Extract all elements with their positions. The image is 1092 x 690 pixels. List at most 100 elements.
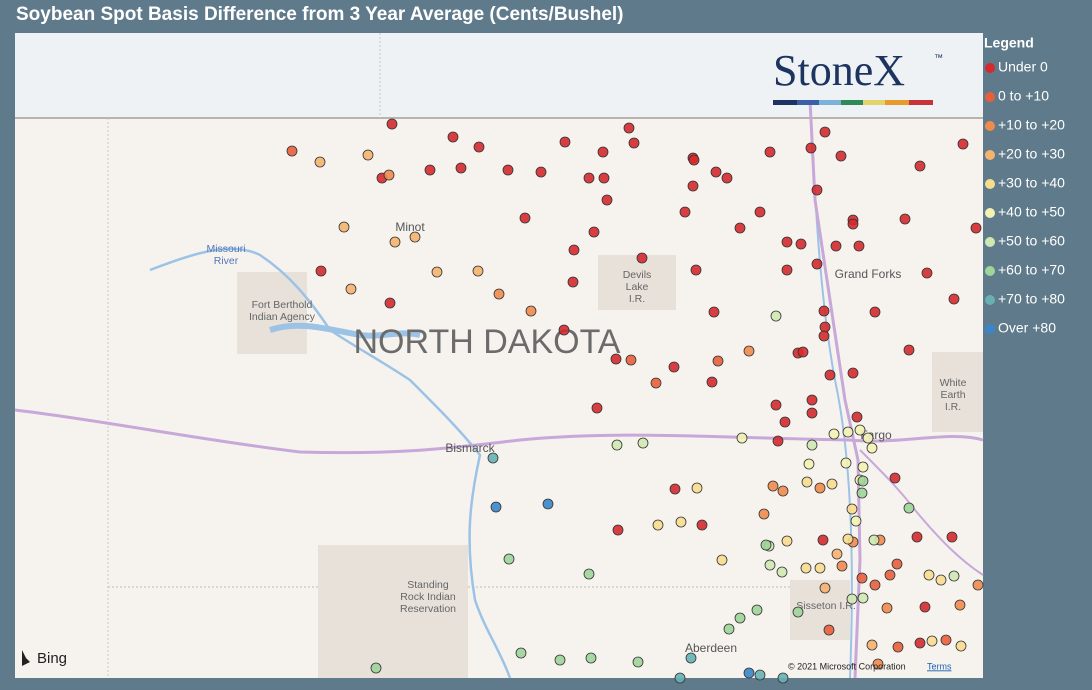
region-label: Fort Berthold Indian Agency bbox=[249, 299, 316, 323]
terms-link[interactable]: Terms bbox=[927, 661, 952, 671]
location-dot bbox=[903, 502, 915, 514]
location-dot bbox=[636, 252, 648, 264]
location-dot bbox=[856, 572, 868, 584]
location-dot bbox=[891, 558, 903, 570]
location-dot bbox=[652, 519, 664, 531]
location-dot bbox=[819, 126, 831, 138]
location-dot bbox=[515, 647, 527, 659]
location-dot bbox=[819, 582, 831, 594]
legend-swatch bbox=[985, 295, 995, 305]
location-dot bbox=[632, 656, 644, 668]
legend-swatch bbox=[985, 121, 995, 131]
location-dot bbox=[625, 354, 637, 366]
dots bbox=[286, 118, 984, 684]
location-dot bbox=[487, 452, 499, 464]
river bbox=[149, 247, 512, 679]
location-dot bbox=[806, 439, 818, 451]
location-dot bbox=[826, 478, 838, 490]
region-label: Standing Rock Indian Reservation bbox=[400, 579, 456, 615]
map[interactable]: Minot Missouri River Fort Berthold Indian … bbox=[14, 33, 984, 684]
state-label: NORTH DAKOTA bbox=[354, 323, 621, 361]
legend-swatch bbox=[985, 237, 995, 247]
logo-bar bbox=[773, 100, 933, 105]
location-dot bbox=[846, 503, 858, 515]
location-dot bbox=[800, 562, 812, 574]
location-dot bbox=[946, 531, 958, 543]
location-dot bbox=[781, 236, 793, 248]
highway bbox=[859, 449, 984, 576]
location-dot bbox=[797, 346, 809, 358]
location-dot bbox=[669, 483, 681, 495]
location-dot bbox=[583, 172, 595, 184]
location-dot bbox=[803, 458, 815, 470]
location-dot bbox=[409, 231, 421, 243]
location-dot bbox=[542, 498, 554, 510]
location-dot bbox=[818, 305, 830, 317]
location-dot bbox=[706, 376, 718, 388]
location-dot bbox=[362, 149, 374, 161]
location-dot bbox=[612, 524, 624, 536]
location-dot bbox=[503, 553, 515, 565]
legend-swatch bbox=[985, 179, 995, 189]
location-dot bbox=[286, 145, 298, 157]
interstate bbox=[808, 99, 862, 679]
location-dot bbox=[431, 266, 443, 278]
location-dot bbox=[345, 283, 357, 295]
location-dot bbox=[781, 535, 793, 547]
legend-label: +30 to +40 bbox=[998, 175, 1065, 191]
location-dot bbox=[502, 164, 514, 176]
location-dot bbox=[424, 164, 436, 176]
legend: Under 0 0 to +10 +10 to +20 +20 to +30 +30 t… bbox=[985, 59, 1065, 336]
location-dot bbox=[811, 258, 823, 270]
location-dot bbox=[814, 562, 826, 574]
location-dot bbox=[758, 508, 770, 520]
location-dot bbox=[853, 240, 865, 252]
location-dot bbox=[955, 640, 967, 652]
location-dot bbox=[736, 432, 748, 444]
location-dot bbox=[668, 361, 680, 373]
location-dot bbox=[892, 641, 904, 653]
title: Soybean Spot Basis Difference from 3 Yea… bbox=[16, 4, 624, 25]
legend-label: Over +80 bbox=[998, 320, 1056, 336]
river-label: Missouri River bbox=[206, 243, 245, 267]
location-dot bbox=[688, 154, 700, 166]
location-dot bbox=[957, 138, 969, 150]
copyright: © 2021 Microsoft Corporation bbox=[788, 661, 906, 671]
city-label: Minot bbox=[395, 220, 425, 234]
location-dot bbox=[830, 240, 842, 252]
location-dot bbox=[818, 330, 830, 342]
location-dot bbox=[760, 539, 772, 551]
location-dot bbox=[926, 635, 938, 647]
location-dot bbox=[558, 324, 570, 336]
location-dot bbox=[854, 424, 866, 436]
reservation-area bbox=[598, 255, 676, 310]
location-dot bbox=[338, 221, 350, 233]
location-dot bbox=[679, 206, 691, 218]
city-label: Bismarck bbox=[445, 441, 495, 455]
location-dot bbox=[383, 169, 395, 181]
location-dot bbox=[723, 623, 735, 635]
location-dot bbox=[690, 264, 702, 276]
location-dot bbox=[696, 519, 708, 531]
location-dot bbox=[857, 475, 869, 487]
logo: StoneX bbox=[773, 46, 905, 95]
location-dot bbox=[903, 344, 915, 356]
location-dot bbox=[954, 599, 966, 611]
legend-swatch bbox=[985, 92, 995, 102]
location-dot bbox=[777, 672, 789, 684]
location-dot bbox=[490, 501, 502, 513]
location-dot bbox=[588, 226, 600, 238]
logo-mark: ™ bbox=[934, 52, 943, 62]
legend-swatch bbox=[985, 208, 995, 218]
location-dot bbox=[734, 612, 746, 624]
location-dot bbox=[889, 472, 901, 484]
location-dot bbox=[836, 560, 848, 572]
location-dot bbox=[884, 569, 896, 581]
location-dot bbox=[801, 476, 813, 488]
location-dot bbox=[721, 172, 733, 184]
location-dot bbox=[473, 141, 485, 153]
legend-label: +70 to +80 bbox=[998, 291, 1065, 307]
location-dot bbox=[743, 667, 755, 679]
location-dot bbox=[583, 568, 595, 580]
